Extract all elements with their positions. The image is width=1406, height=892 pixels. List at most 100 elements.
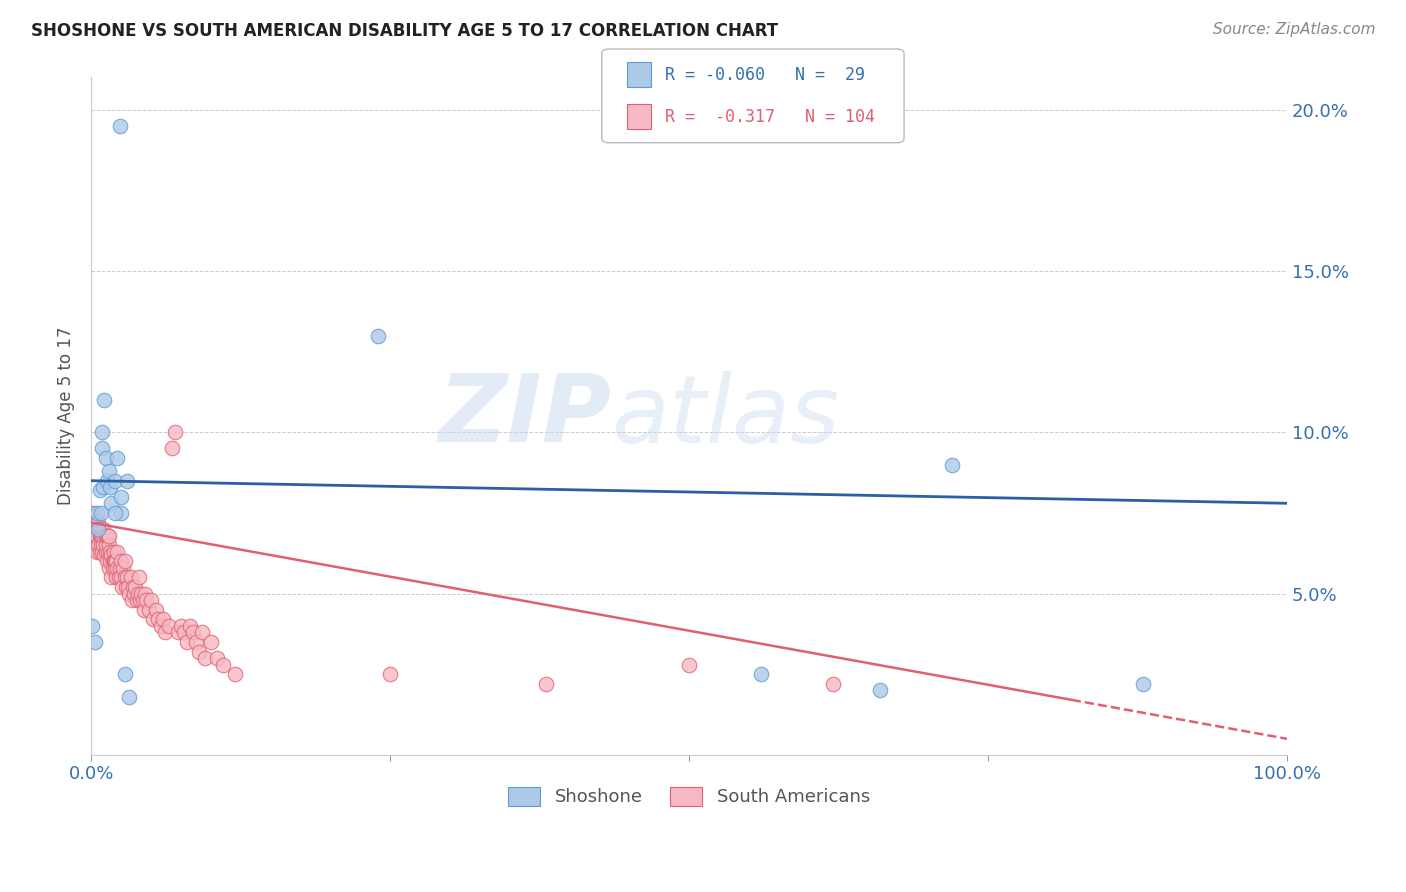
Point <box>194 651 217 665</box>
Point <box>135 593 157 607</box>
Point <box>104 474 127 488</box>
Point <box>128 570 150 584</box>
Point <box>138 603 160 617</box>
Point <box>170 619 193 633</box>
Point <box>131 586 153 600</box>
Point <box>114 570 136 584</box>
Point <box>173 625 195 640</box>
Point <box>152 612 174 626</box>
Point <box>89 528 111 542</box>
Point <box>94 528 117 542</box>
Point <box>821 677 844 691</box>
Point <box>211 657 233 672</box>
Point <box>89 544 111 558</box>
Point <box>107 570 129 584</box>
Point <box>378 667 401 681</box>
Point <box>114 554 136 568</box>
Point <box>224 667 246 681</box>
Point <box>98 561 121 575</box>
Point <box>125 593 148 607</box>
Point <box>110 570 132 584</box>
Point <box>91 538 114 552</box>
Point <box>96 554 118 568</box>
Point <box>94 544 117 558</box>
Point <box>94 451 117 466</box>
Point <box>186 635 208 649</box>
Point <box>124 580 146 594</box>
Point <box>534 677 557 691</box>
Point <box>122 586 145 600</box>
Point <box>145 603 167 617</box>
Point <box>120 570 142 584</box>
Point <box>86 544 108 558</box>
Point <box>90 506 112 520</box>
Point <box>97 528 120 542</box>
Point <box>146 612 169 626</box>
Point <box>121 593 143 607</box>
Point <box>86 522 108 536</box>
Point <box>134 586 156 600</box>
Point <box>90 528 112 542</box>
Point <box>167 625 190 640</box>
Point <box>118 586 141 600</box>
Point <box>107 451 129 466</box>
Point <box>97 544 120 558</box>
Point <box>89 522 111 536</box>
Point <box>103 554 125 568</box>
Point <box>157 619 180 633</box>
Point <box>83 538 105 552</box>
Point <box>98 464 121 478</box>
Point <box>176 635 198 649</box>
Point <box>82 619 104 633</box>
Point <box>98 554 121 568</box>
Point <box>117 580 139 594</box>
Y-axis label: Disability Age 5 to 17: Disability Age 5 to 17 <box>58 327 75 506</box>
Point <box>155 625 177 640</box>
Point <box>941 458 963 472</box>
Point <box>104 506 127 520</box>
Legend: Shoshone, South Americans: Shoshone, South Americans <box>501 780 877 814</box>
Point <box>87 522 110 536</box>
Point <box>93 548 115 562</box>
Point <box>129 593 152 607</box>
Point <box>84 516 107 530</box>
Point <box>112 561 135 575</box>
Point <box>105 570 128 584</box>
Point <box>100 548 122 562</box>
Point <box>115 474 138 488</box>
Text: R = -0.060   N =  29: R = -0.060 N = 29 <box>665 66 865 84</box>
Point <box>131 593 153 607</box>
Point <box>114 580 136 594</box>
Point <box>200 635 222 649</box>
Point <box>107 561 129 575</box>
Point <box>149 619 172 633</box>
Point <box>93 528 115 542</box>
Point <box>162 442 184 456</box>
Point <box>87 516 110 530</box>
Point <box>114 667 136 681</box>
Point <box>98 538 121 552</box>
Point <box>104 561 127 575</box>
Point <box>139 593 162 607</box>
Point <box>96 528 118 542</box>
Point <box>86 528 108 542</box>
Point <box>127 586 149 600</box>
Point <box>94 538 117 552</box>
Point <box>90 442 112 456</box>
Point <box>83 635 105 649</box>
Point <box>91 480 114 494</box>
Point <box>108 119 131 133</box>
Point <box>100 570 122 584</box>
Point <box>104 554 127 568</box>
Point <box>103 544 125 558</box>
Point <box>83 528 105 542</box>
Point <box>101 554 124 568</box>
Point <box>1132 677 1154 691</box>
Point <box>115 570 138 584</box>
Point <box>98 528 121 542</box>
Text: ZIP: ZIP <box>439 370 612 462</box>
Point <box>122 580 145 594</box>
Text: Source: ZipAtlas.com: Source: ZipAtlas.com <box>1212 22 1375 37</box>
Point <box>101 561 124 575</box>
Point <box>132 603 155 617</box>
